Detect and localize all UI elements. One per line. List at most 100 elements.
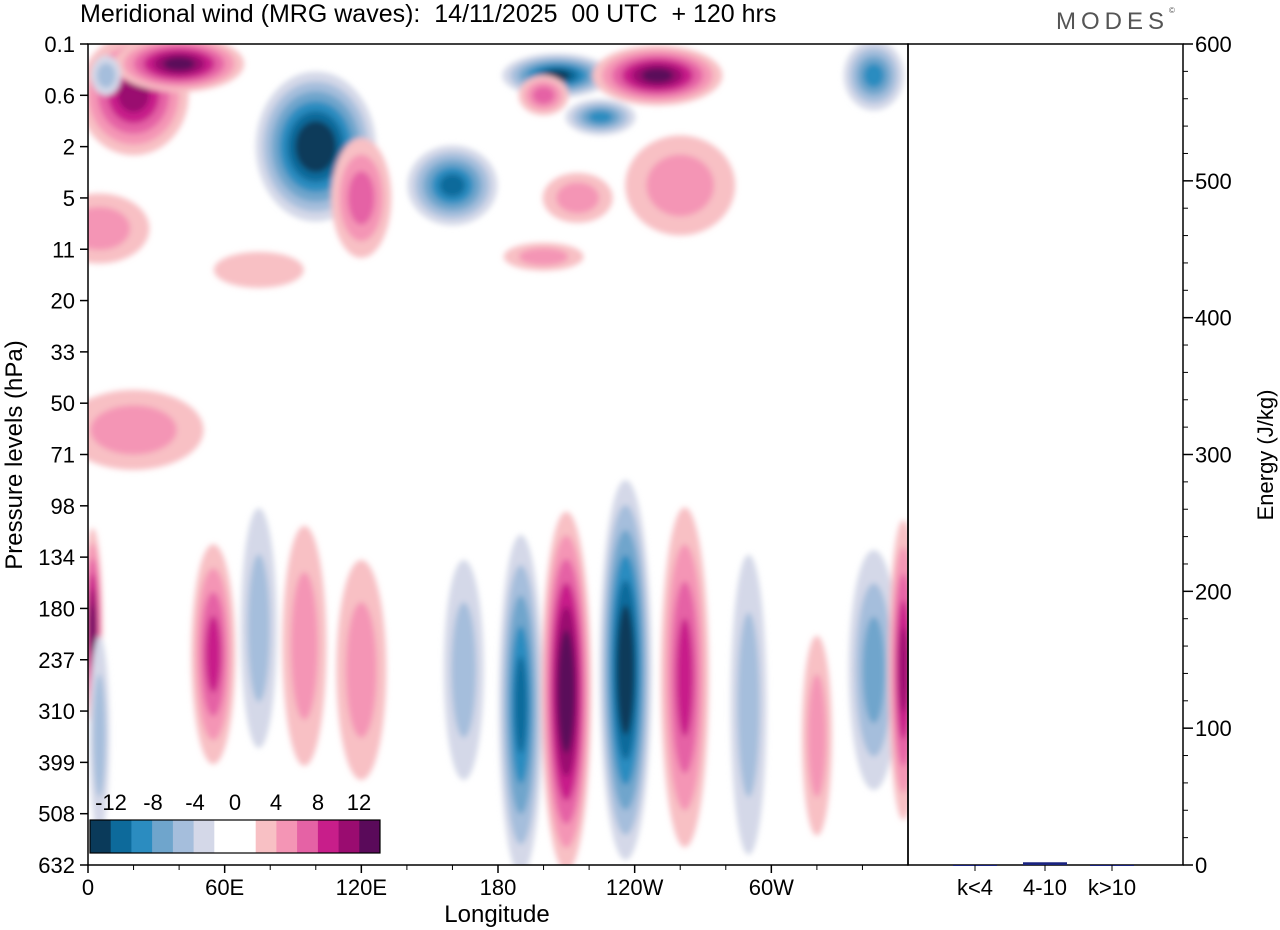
- colorbar-label: 8: [312, 790, 324, 815]
- heatmap-field: [88, 44, 908, 865]
- wind-contour-3-2: [97, 63, 116, 88]
- wind-contour-13-2: [88, 207, 131, 250]
- y-axis-title: Pressure levels (hPa): [1, 340, 28, 569]
- modes-logo: MODES©: [1056, 6, 1175, 36]
- wind-contour-10-6: [641, 68, 674, 83]
- wind-contour-31-2: [93, 674, 106, 798]
- colorbar-swatch: [235, 820, 257, 853]
- wind-contour-23-7: [561, 653, 572, 730]
- colorbar-swatch: [297, 820, 319, 853]
- y-tick-label: 11: [52, 237, 75, 262]
- wind-contour-14-2: [519, 248, 569, 266]
- x-tick-label: 120E: [336, 875, 387, 900]
- category-label: k<4: [957, 875, 993, 900]
- colorbar-swatch: [110, 820, 132, 853]
- y-tick-label: 2: [63, 135, 75, 160]
- colorbar-frame: [89, 819, 381, 854]
- category-label: 4-10: [1023, 875, 1067, 900]
- y-tick-label: 20: [51, 289, 75, 314]
- logo-mark: ©: [1169, 6, 1175, 15]
- energy-axis-title: Energy (J/kg): [1253, 390, 1278, 521]
- y-tick-label: 98: [51, 494, 75, 519]
- colorbar-swatch: [255, 820, 277, 853]
- wind-contour-26-2: [737, 612, 760, 798]
- wind-contour-11-2: [646, 154, 714, 217]
- y-tick-label: 50: [51, 391, 75, 416]
- colorbar-swatch: [152, 820, 174, 853]
- logo-text: MODES: [1056, 8, 1170, 35]
- y-tick-label: 5: [63, 186, 75, 211]
- colorbar-label: -4: [185, 790, 205, 815]
- energy-tick-label: 0: [1195, 853, 1207, 878]
- wind-contour-22-5: [514, 656, 528, 754]
- energy-bar-4-10: [1023, 862, 1067, 865]
- colorbar-swatch: [338, 820, 360, 853]
- energy-tick-label: 100: [1195, 716, 1232, 741]
- y-tick-label: 134: [38, 545, 75, 570]
- wind-contour-30-6: [90, 603, 95, 653]
- wind-contour-29-5: [899, 627, 908, 713]
- wind-contour-25-4: [676, 618, 694, 737]
- wind-contour-15-1: [213, 251, 304, 288]
- wind-contour-27-2: [807, 674, 827, 798]
- y-tick-label: 310: [38, 699, 75, 724]
- x-tick-label: 60W: [749, 875, 794, 900]
- y-tick-label: 180: [38, 596, 75, 621]
- colorbar-swatch: [276, 820, 298, 853]
- y-tick-label: 508: [38, 802, 75, 827]
- colorbar-swatch: [193, 820, 215, 853]
- y-tick-label: 0.6: [44, 83, 75, 108]
- colorbar: -12 -8 -4 0 4 8 12: [89, 790, 381, 854]
- bar-panel-frame: [907, 43, 1184, 866]
- wind-contour-20-2: [345, 602, 377, 738]
- wind-contour-21-2: [451, 602, 477, 738]
- colorbar-swatch: [214, 820, 236, 853]
- colorbar-swatch: [172, 820, 195, 853]
- x-tick-label: 180: [480, 875, 517, 900]
- y-tick-label: 71: [51, 443, 75, 468]
- energy-tick-label: 200: [1195, 579, 1232, 604]
- colorbar-swatch: [359, 820, 381, 853]
- wind-contour-24-7: [620, 630, 632, 710]
- colorbar-swatch: [90, 820, 112, 853]
- wind-contour-16-2: [90, 405, 177, 455]
- wind-contour-0-7: [303, 130, 329, 163]
- colorbar-label: -12: [95, 790, 127, 815]
- wind-contour-9-2: [556, 182, 600, 214]
- y-tick-label: 399: [38, 750, 75, 775]
- x-tick-label: 0: [82, 875, 94, 900]
- y-tick-label: 33: [51, 340, 75, 365]
- energy-bars: k<4 4-10 k>10: [953, 862, 1136, 900]
- wind-contour-1-5: [117, 78, 150, 113]
- colorbar-label: 12: [347, 790, 371, 815]
- wind-contour-18-2: [247, 554, 270, 702]
- energy-tick-label: 400: [1195, 306, 1232, 331]
- wind-contour-4-5: [439, 174, 466, 197]
- wind-contour-28-3: [862, 616, 885, 724]
- y-tick-label: 237: [38, 648, 75, 673]
- wind-contour-2-6: [163, 57, 195, 71]
- wind-contour-19-2: [290, 572, 318, 720]
- colorbar-swatch: [317, 820, 340, 853]
- x-axis-title: Longitude: [444, 901, 549, 928]
- chart-title: Meridional wind (MRG waves): 14/11/2025 …: [80, 0, 777, 28]
- energy-tick-label: 500: [1195, 169, 1232, 194]
- axes: 0.1 0.6 2 5 11 20 33 50 71 98 134 180 237 310 399 508 63…: [38, 32, 1231, 900]
- y-tick-label: 632: [38, 853, 75, 878]
- category-label: k>10: [1088, 875, 1136, 900]
- wind-contour-8-4: [588, 110, 613, 124]
- colorbar-label: -8: [143, 790, 163, 815]
- y-tick-label: 0.1: [44, 32, 75, 57]
- energy-tick-label: 600: [1195, 32, 1232, 57]
- x-tick-label: 120W: [606, 875, 664, 900]
- wind-contour-7-3: [532, 86, 555, 105]
- wind-contour-12-4: [863, 63, 885, 88]
- energy-tick-label: 300: [1195, 443, 1232, 468]
- wind-contour-17-4: [205, 615, 221, 693]
- colorbar-label: 0: [229, 790, 241, 815]
- colorbar-label: 4: [270, 790, 282, 815]
- wind-contour-5-3: [348, 171, 375, 225]
- colorbar-swatch: [131, 820, 153, 853]
- x-tick-label: 60E: [205, 875, 244, 900]
